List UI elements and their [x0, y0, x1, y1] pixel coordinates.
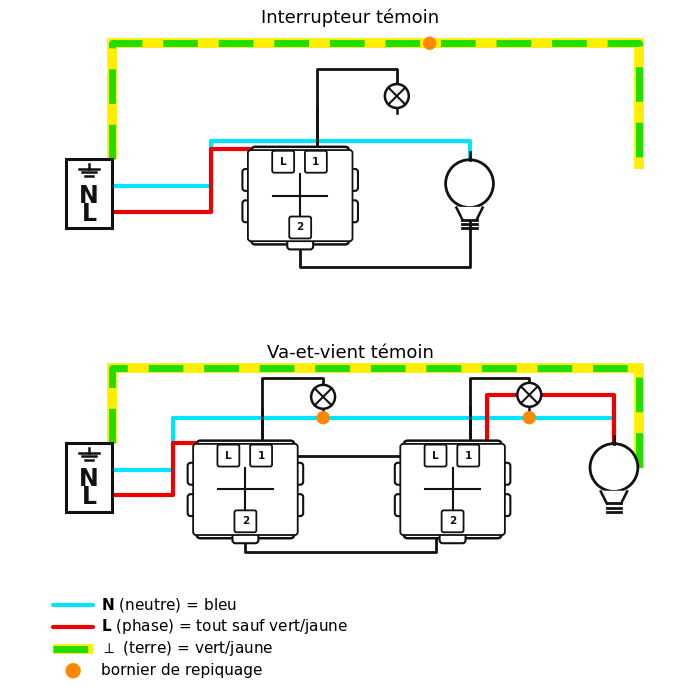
Text: 1: 1 — [465, 451, 472, 461]
FancyBboxPatch shape — [242, 169, 262, 191]
Text: 1: 1 — [312, 157, 319, 167]
FancyBboxPatch shape — [284, 463, 303, 484]
FancyBboxPatch shape — [242, 200, 262, 223]
Circle shape — [66, 664, 80, 678]
FancyBboxPatch shape — [248, 150, 353, 241]
FancyBboxPatch shape — [338, 169, 358, 191]
FancyBboxPatch shape — [193, 444, 298, 535]
FancyBboxPatch shape — [287, 230, 313, 249]
Text: 2: 2 — [241, 517, 249, 526]
FancyBboxPatch shape — [188, 494, 208, 516]
FancyBboxPatch shape — [197, 440, 294, 538]
FancyBboxPatch shape — [66, 159, 112, 228]
Circle shape — [317, 412, 329, 424]
Text: bornier de repiquage: bornier de repiquage — [101, 663, 262, 678]
FancyBboxPatch shape — [457, 444, 480, 466]
Text: L: L — [432, 451, 439, 461]
Text: 1: 1 — [258, 451, 265, 461]
Text: N: N — [79, 468, 99, 491]
FancyBboxPatch shape — [400, 444, 505, 535]
FancyBboxPatch shape — [425, 444, 447, 466]
Text: L: L — [81, 485, 97, 510]
FancyBboxPatch shape — [234, 510, 256, 532]
FancyBboxPatch shape — [404, 440, 501, 538]
FancyBboxPatch shape — [66, 442, 112, 512]
FancyBboxPatch shape — [338, 200, 358, 223]
FancyBboxPatch shape — [305, 150, 327, 173]
Circle shape — [385, 84, 409, 108]
Text: 2: 2 — [449, 517, 456, 526]
Text: N: N — [79, 183, 99, 208]
Text: 2: 2 — [297, 223, 304, 232]
Circle shape — [524, 412, 536, 424]
FancyBboxPatch shape — [272, 150, 294, 173]
Text: $\mathbf{N}$ (neutre) = bleu: $\mathbf{N}$ (neutre) = bleu — [101, 596, 237, 614]
FancyBboxPatch shape — [251, 147, 349, 244]
Circle shape — [446, 160, 494, 208]
Text: $\mathbf{L}$ (phase) = tout sauf vert/jaune: $\mathbf{L}$ (phase) = tout sauf vert/ja… — [101, 617, 349, 636]
Text: Va-et-vient témoin: Va-et-vient témoin — [267, 344, 433, 362]
FancyBboxPatch shape — [491, 494, 510, 516]
Circle shape — [424, 37, 435, 49]
Circle shape — [312, 385, 335, 409]
FancyBboxPatch shape — [232, 524, 258, 543]
Circle shape — [590, 444, 638, 491]
Text: L: L — [280, 157, 286, 167]
FancyBboxPatch shape — [440, 524, 466, 543]
Polygon shape — [601, 491, 627, 503]
FancyBboxPatch shape — [395, 463, 414, 484]
Text: L: L — [81, 202, 97, 225]
FancyBboxPatch shape — [442, 510, 463, 532]
FancyBboxPatch shape — [188, 463, 208, 484]
FancyBboxPatch shape — [491, 463, 510, 484]
FancyBboxPatch shape — [218, 444, 239, 466]
Polygon shape — [456, 208, 483, 220]
FancyBboxPatch shape — [395, 494, 414, 516]
FancyBboxPatch shape — [284, 494, 303, 516]
FancyBboxPatch shape — [250, 444, 272, 466]
Text: L: L — [225, 451, 232, 461]
Circle shape — [517, 383, 541, 407]
Text: $\perp$ (terre) = vert/jaune: $\perp$ (terre) = vert/jaune — [101, 639, 273, 658]
Text: Interrupteur témoin: Interrupteur témoin — [261, 8, 439, 27]
FancyBboxPatch shape — [289, 216, 312, 239]
